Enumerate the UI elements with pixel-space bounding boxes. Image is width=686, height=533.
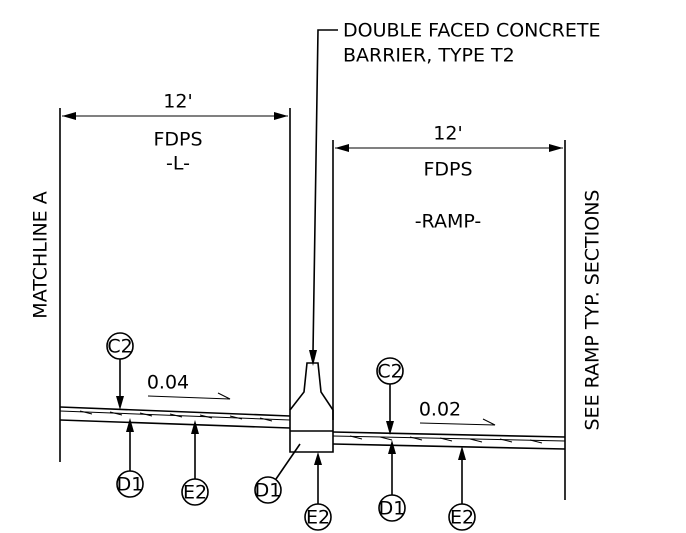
marker: D1: [378, 440, 406, 522]
marker-label: C2: [377, 361, 402, 383]
width: 12': [433, 123, 462, 145]
marker-label: E2: [306, 507, 330, 529]
leader: [312, 29, 338, 353]
marker-label: D1: [379, 498, 406, 520]
callout-line: BARRIER, TYPE T2: [343, 45, 515, 67]
marker: E2: [304, 452, 332, 531]
callout-line: DOUBLE FACED CONCRETE: [343, 20, 600, 42]
hatch: [349, 435, 543, 444]
label: FDPS: [153, 129, 202, 151]
marker: D1: [116, 418, 144, 498]
marker: E2: [448, 446, 476, 531]
hatch: [79, 410, 273, 422]
pavement: [332, 443, 566, 450]
matchline: MATCHLINE A: [30, 191, 52, 318]
marker: D1: [254, 443, 301, 504]
label: FDPS: [423, 159, 472, 181]
marker: C2: [376, 357, 404, 435]
pavement: [59, 419, 291, 429]
marker-label: D1: [117, 474, 144, 496]
slope-arrow: [147, 392, 231, 400]
marker: C2: [106, 332, 134, 410]
marker-label: E2: [183, 482, 207, 504]
marker-label: D1: [255, 480, 282, 502]
slope-arrow: [419, 418, 496, 426]
slope: 0.04: [147, 372, 189, 394]
marker-label: C2: [107, 336, 132, 358]
marker-label: E2: [450, 507, 474, 529]
arrow: [309, 350, 317, 366]
alignment: -RAMP-: [415, 211, 482, 233]
alignment: -L-: [166, 153, 190, 175]
width: 12': [163, 91, 192, 113]
slope: 0.02: [419, 399, 461, 421]
marker: E2: [181, 420, 209, 506]
pavement: [59, 406, 291, 417]
see-note: SEE RAMP TYP. SECTIONS: [582, 190, 604, 431]
pavement: [332, 431, 566, 438]
pavement: [332, 435, 566, 442]
barrier: [289, 362, 334, 453]
